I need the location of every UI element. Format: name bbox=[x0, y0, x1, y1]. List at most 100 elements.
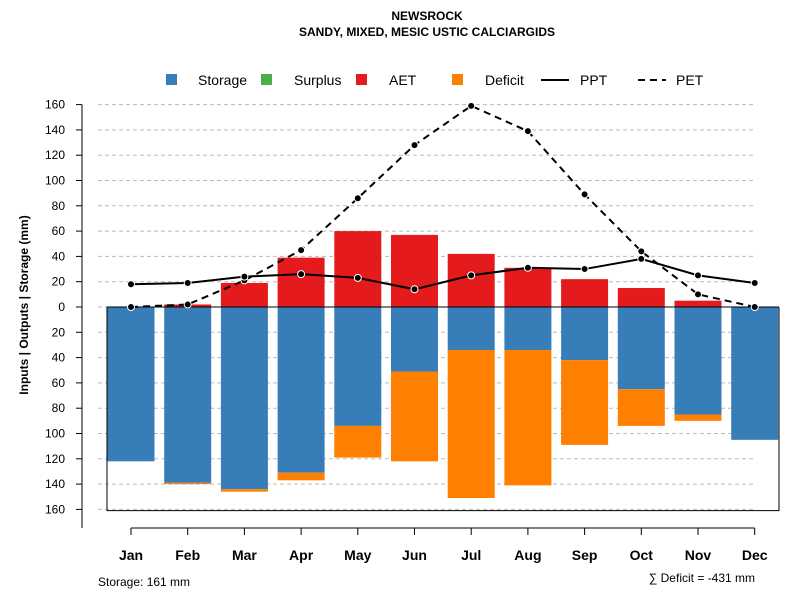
legend-label-pet: PET bbox=[676, 72, 704, 88]
deficit-bar bbox=[164, 482, 212, 485]
y-tick-label: 40 bbox=[52, 249, 66, 263]
legend-swatch-storage bbox=[166, 74, 177, 85]
ppt-point bbox=[240, 272, 249, 281]
deficit-bar bbox=[334, 425, 382, 458]
storage-bar bbox=[164, 307, 212, 483]
x-tick-label: Jul bbox=[461, 547, 481, 563]
ppt-point bbox=[694, 271, 702, 280]
y-tick-label: 160 bbox=[45, 502, 65, 516]
pet-point bbox=[467, 101, 476, 110]
aet-bar bbox=[504, 267, 552, 307]
x-axis: Jan Feb Mar Apr May Jun Jul Aug Sep Oct Nov Dec bbox=[119, 527, 768, 563]
legend-label-ppt: PPT bbox=[580, 72, 608, 88]
legend: Storage Surplus AET Deficit PPT PET bbox=[166, 72, 704, 88]
x-tick-label: Aug bbox=[514, 547, 541, 563]
pet-point bbox=[523, 127, 532, 136]
x-tick-label: Mar bbox=[232, 547, 257, 563]
legend-swatch-aet bbox=[356, 74, 367, 85]
pet-point bbox=[353, 194, 362, 203]
x-tick-label: Jun bbox=[402, 547, 427, 563]
ppt-point bbox=[580, 265, 589, 274]
pet-line bbox=[130, 104, 755, 308]
legend-label-deficit: Deficit bbox=[485, 72, 524, 88]
deficit-bar bbox=[220, 489, 268, 492]
y-tick-label: 40 bbox=[52, 351, 66, 365]
pet-point bbox=[694, 290, 702, 299]
deficit-bar bbox=[447, 350, 495, 499]
deficit-bar bbox=[504, 350, 552, 486]
y-tick-label: 80 bbox=[52, 199, 66, 213]
y-tick-label: 20 bbox=[52, 325, 66, 339]
ppt-point bbox=[183, 278, 192, 287]
lines bbox=[127, 101, 759, 311]
reference-lines bbox=[106, 306, 780, 512]
y-axis-label: Inputs | Outputs | Storage (mm) bbox=[17, 215, 31, 394]
aet-bar bbox=[674, 300, 722, 307]
chart-subtitle: SANDY, MIXED, MESIC USTIC CALCIARGIDS bbox=[299, 25, 555, 39]
y-tick-label: 120 bbox=[45, 452, 65, 466]
ppt-point bbox=[410, 285, 419, 294]
storage-bar bbox=[447, 307, 495, 351]
legend-label-surplus: Surplus bbox=[294, 72, 341, 88]
aet-bar bbox=[617, 288, 665, 307]
storage-capacity-line bbox=[106, 307, 780, 512]
ppt-point bbox=[467, 271, 476, 280]
y-tick-label: 100 bbox=[45, 174, 65, 188]
y-tick-label: 140 bbox=[45, 123, 65, 137]
pet-point bbox=[750, 303, 759, 311]
storage-bar bbox=[731, 307, 779, 440]
deficit-bar bbox=[617, 389, 665, 426]
bars bbox=[107, 231, 779, 499]
x-tick-label: Dec bbox=[742, 547, 768, 563]
y-tick-label: 100 bbox=[45, 427, 65, 441]
legend-swatch-surplus bbox=[261, 74, 272, 85]
storage-bar bbox=[674, 307, 722, 415]
y-tick-label: 120 bbox=[45, 148, 65, 162]
x-tick-label: Sep bbox=[572, 547, 598, 563]
storage-bar bbox=[277, 307, 325, 473]
deficit-bar bbox=[277, 472, 325, 481]
aet-bar bbox=[277, 257, 325, 307]
y-tick-label: 20 bbox=[52, 275, 66, 289]
aet-bar bbox=[334, 231, 382, 307]
aet-bar bbox=[391, 234, 438, 307]
x-tick-label: Oct bbox=[630, 547, 654, 563]
pet-point bbox=[127, 303, 135, 311]
pet-point bbox=[410, 141, 419, 150]
ppt-point bbox=[297, 270, 306, 279]
ppt-point bbox=[127, 280, 135, 289]
x-tick-label: Apr bbox=[289, 547, 314, 563]
pet-point bbox=[183, 300, 192, 309]
storage-bar bbox=[504, 307, 552, 351]
deficit-bar bbox=[561, 360, 609, 445]
y-tick-label: 140 bbox=[45, 477, 65, 491]
legend-label-aet: AET bbox=[389, 72, 417, 88]
pet-point bbox=[580, 190, 589, 199]
ppt-point bbox=[353, 273, 362, 282]
storage-bar bbox=[391, 307, 438, 372]
chart-title: NEWSROCK bbox=[391, 9, 463, 23]
pet-point bbox=[297, 246, 306, 255]
deficit-note: ∑ Deficit = -431 mm bbox=[649, 571, 755, 585]
x-tick-label: Jan bbox=[119, 547, 143, 563]
storage-bar bbox=[220, 307, 268, 490]
x-tick-label: May bbox=[344, 547, 371, 563]
storage-bar bbox=[334, 307, 382, 426]
aet-bar bbox=[447, 253, 495, 307]
x-tick-label: Nov bbox=[685, 547, 712, 563]
y-tick-label: 160 bbox=[45, 98, 65, 112]
storage-bar bbox=[617, 307, 665, 390]
storage-bar bbox=[107, 307, 155, 462]
deficit-bar bbox=[674, 414, 722, 421]
ppt-point bbox=[637, 254, 646, 263]
pet-point bbox=[637, 247, 646, 256]
ppt-line bbox=[130, 257, 755, 291]
y-axis: 160 140 120 100 80 60 40 20 0 20 40 60 80 100 120 140 16… bbox=[45, 98, 83, 528]
y-tick-label: 80 bbox=[52, 401, 66, 415]
legend-swatch-deficit bbox=[452, 74, 463, 85]
legend-label-storage: Storage bbox=[198, 72, 247, 88]
y-tick-label: 0 bbox=[58, 300, 65, 314]
ppt-point bbox=[750, 278, 759, 287]
x-tick-label: Feb bbox=[175, 547, 200, 563]
